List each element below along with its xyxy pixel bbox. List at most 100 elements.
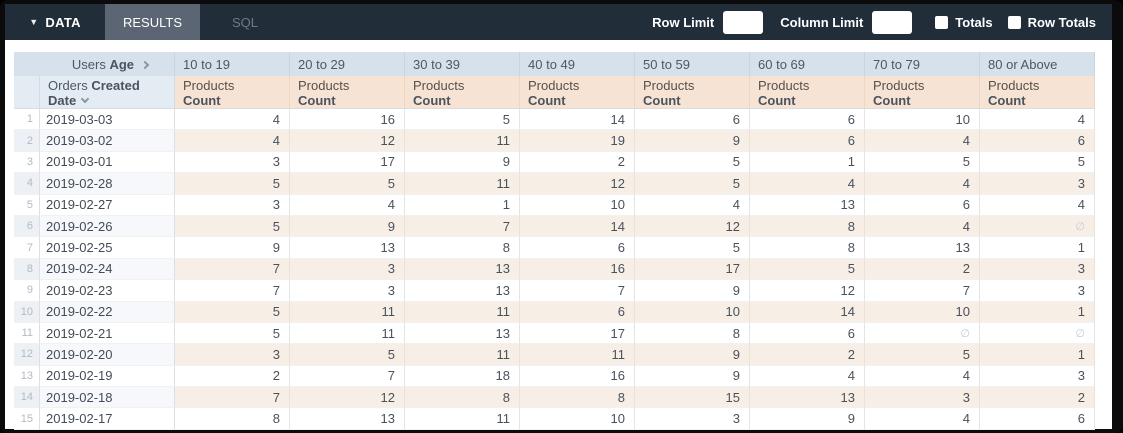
row-limit-input[interactable] bbox=[723, 10, 764, 34]
tab-results[interactable]: RESULTS bbox=[105, 4, 200, 40]
value-cell[interactable]: 11 bbox=[405, 301, 521, 323]
measure-header[interactable]: Products Count bbox=[635, 76, 751, 109]
value-cell[interactable]: 3 bbox=[865, 387, 981, 409]
value-cell[interactable]: 8 bbox=[750, 215, 866, 238]
value-cell[interactable]: 10 bbox=[865, 109, 981, 131]
value-cell[interactable]: 5 bbox=[290, 344, 406, 366]
value-cell[interactable]: 11 bbox=[405, 173, 521, 195]
value-cell[interactable]: 9 bbox=[175, 237, 291, 259]
value-cell[interactable]: 5 bbox=[175, 301, 291, 323]
value-cell[interactable]: 5 bbox=[635, 173, 751, 195]
measure-header[interactable]: Products Count bbox=[290, 76, 406, 109]
value-cell[interactable]: 12 bbox=[290, 387, 406, 409]
value-cell[interactable]: 10 bbox=[520, 408, 636, 430]
value-cell-null[interactable]: ∅ bbox=[865, 322, 981, 345]
value-cell[interactable]: 16 bbox=[290, 109, 406, 131]
pivot-value-header[interactable]: 60 to 69 bbox=[750, 52, 866, 76]
value-cell[interactable]: 8 bbox=[405, 237, 521, 259]
value-cell[interactable]: 3 bbox=[980, 173, 1096, 195]
value-cell[interactable]: 12 bbox=[520, 173, 636, 195]
value-cell[interactable]: 2 bbox=[865, 258, 981, 281]
value-cell[interactable]: 7 bbox=[175, 258, 291, 281]
pivot-value-header[interactable]: 20 to 29 bbox=[290, 52, 406, 76]
value-cell[interactable]: 7 bbox=[405, 215, 521, 238]
value-cell[interactable]: 13 bbox=[750, 194, 866, 216]
value-cell[interactable]: 5 bbox=[175, 215, 291, 238]
value-cell[interactable]: 19 bbox=[520, 130, 636, 152]
value-cell[interactable]: 11 bbox=[405, 408, 521, 430]
totals-checkbox[interactable] bbox=[935, 15, 949, 29]
value-cell[interactable]: 11 bbox=[405, 344, 521, 366]
date-cell[interactable]: 2019-03-01 bbox=[40, 151, 176, 174]
value-cell[interactable]: 14 bbox=[750, 301, 866, 323]
measure-header[interactable]: Products Count bbox=[520, 76, 636, 109]
value-cell[interactable]: 10 bbox=[635, 301, 751, 323]
value-cell[interactable]: 5 bbox=[635, 151, 751, 174]
value-cell[interactable]: 1 bbox=[980, 301, 1096, 323]
value-cell[interactable]: 17 bbox=[635, 258, 751, 281]
value-cell[interactable]: 10 bbox=[865, 301, 981, 323]
value-cell[interactable]: 5 bbox=[865, 344, 981, 366]
row-field-header[interactable]: Orders Created Date bbox=[40, 76, 176, 109]
date-cell[interactable]: 2019-02-28 bbox=[40, 173, 176, 195]
value-cell[interactable]: 6 bbox=[980, 408, 1096, 430]
value-cell[interactable]: 18 bbox=[405, 365, 521, 388]
value-cell[interactable]: 5 bbox=[175, 173, 291, 195]
value-cell[interactable]: 3 bbox=[175, 344, 291, 366]
value-cell[interactable]: 9 bbox=[405, 151, 521, 174]
value-cell[interactable]: 15 bbox=[635, 387, 751, 409]
value-cell[interactable]: 7 bbox=[175, 387, 291, 409]
value-cell[interactable]: 4 bbox=[865, 215, 981, 238]
measure-header[interactable]: Products Count bbox=[865, 76, 981, 109]
value-cell[interactable]: 8 bbox=[405, 387, 521, 409]
value-cell[interactable]: 2 bbox=[980, 387, 1096, 409]
value-cell[interactable]: 5 bbox=[980, 151, 1096, 174]
value-cell[interactable]: 11 bbox=[290, 322, 406, 345]
value-cell[interactable]: 4 bbox=[635, 194, 751, 216]
value-cell[interactable]: 7 bbox=[865, 280, 981, 302]
date-cell[interactable]: 2019-03-02 bbox=[40, 130, 176, 152]
value-cell[interactable]: 6 bbox=[635, 109, 751, 131]
value-cell[interactable]: 16 bbox=[520, 365, 636, 388]
value-cell[interactable]: 13 bbox=[865, 237, 981, 259]
date-cell[interactable]: 2019-02-27 bbox=[40, 194, 176, 216]
value-cell[interactable]: 4 bbox=[865, 173, 981, 195]
value-cell[interactable]: 11 bbox=[290, 301, 406, 323]
value-cell[interactable]: 9 bbox=[290, 215, 406, 238]
value-cell[interactable]: 4 bbox=[865, 365, 981, 388]
value-cell[interactable]: 9 bbox=[750, 408, 866, 430]
value-cell[interactable]: 6 bbox=[750, 322, 866, 345]
value-cell[interactable]: 1 bbox=[980, 237, 1096, 259]
value-cell[interactable]: 12 bbox=[290, 130, 406, 152]
value-cell[interactable]: 13 bbox=[290, 237, 406, 259]
tab-sql[interactable]: SQL bbox=[200, 4, 290, 40]
value-cell[interactable]: 8 bbox=[175, 408, 291, 430]
value-cell[interactable]: 12 bbox=[635, 215, 751, 238]
value-cell[interactable]: 9 bbox=[635, 344, 751, 366]
value-cell[interactable]: 7 bbox=[520, 280, 636, 302]
measure-header[interactable]: Products Count bbox=[980, 76, 1096, 109]
value-cell[interactable]: 6 bbox=[750, 130, 866, 152]
value-cell[interactable]: 6 bbox=[520, 301, 636, 323]
value-cell[interactable]: 14 bbox=[520, 109, 636, 131]
value-cell[interactable]: 8 bbox=[635, 322, 751, 345]
pivot-value-header[interactable]: 80 or Above bbox=[980, 52, 1096, 76]
column-limit-input[interactable] bbox=[872, 10, 913, 34]
value-cell[interactable]: 5 bbox=[175, 322, 291, 345]
value-cell[interactable]: 8 bbox=[520, 387, 636, 409]
value-cell[interactable]: 5 bbox=[405, 109, 521, 131]
value-cell[interactable]: 6 bbox=[750, 109, 866, 131]
value-cell[interactable]: 16 bbox=[520, 258, 636, 281]
value-cell[interactable]: 10 bbox=[520, 194, 636, 216]
value-cell[interactable]: 9 bbox=[635, 280, 751, 302]
value-cell[interactable]: 4 bbox=[175, 109, 291, 131]
pivot-field-header[interactable]: Users Age bbox=[14, 52, 176, 76]
value-cell[interactable]: 11 bbox=[520, 344, 636, 366]
date-cell[interactable]: 2019-02-20 bbox=[40, 344, 176, 366]
value-cell[interactable]: 3 bbox=[175, 151, 291, 174]
pivot-value-header[interactable]: 30 to 39 bbox=[405, 52, 521, 76]
value-cell[interactable]: 11 bbox=[405, 130, 521, 152]
value-cell[interactable]: 4 bbox=[290, 194, 406, 216]
pivot-value-header[interactable]: 40 to 49 bbox=[520, 52, 636, 76]
value-cell[interactable]: 3 bbox=[290, 280, 406, 302]
